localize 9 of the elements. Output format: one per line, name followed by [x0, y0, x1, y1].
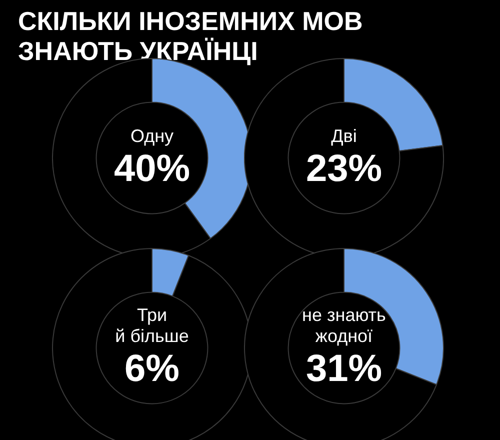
data-label: 23%: [306, 146, 382, 190]
slice-label: Три й більше: [115, 305, 189, 347]
data-label: 6%: [124, 347, 180, 391]
data-label: 31%: [306, 347, 382, 391]
slice-label: Одну: [130, 126, 174, 146]
chart-title: СКІЛЬКИ ІНОЗЕМНИХ МОВ ЗНАЮТЬ УКРАЇНЦІ: [18, 6, 363, 66]
slice-label: Дві: [331, 126, 357, 146]
data-label: 40%: [114, 146, 190, 190]
slice-label: не знають жодної: [302, 305, 386, 347]
